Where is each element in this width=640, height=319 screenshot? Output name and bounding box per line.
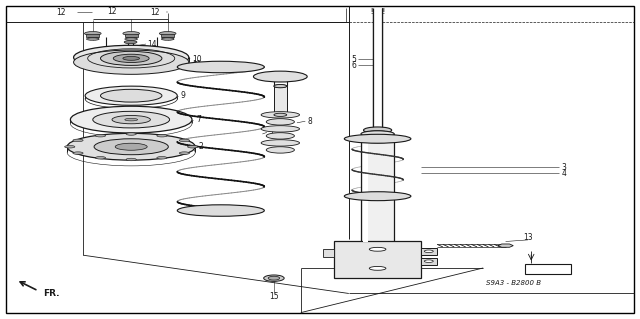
Ellipse shape	[261, 126, 300, 132]
Text: 11: 11	[192, 60, 202, 69]
Ellipse shape	[424, 250, 433, 253]
Ellipse shape	[188, 145, 198, 148]
Bar	[125, 34, 138, 37]
Ellipse shape	[65, 145, 75, 148]
Text: B-27: B-27	[536, 264, 560, 274]
Ellipse shape	[157, 134, 167, 137]
Bar	[421, 248, 437, 255]
Ellipse shape	[95, 157, 106, 159]
Text: 7: 7	[196, 115, 201, 124]
Ellipse shape	[266, 147, 294, 153]
Ellipse shape	[268, 276, 280, 280]
Ellipse shape	[67, 133, 195, 160]
Text: FR.: FR.	[43, 289, 60, 298]
Ellipse shape	[361, 131, 394, 137]
Ellipse shape	[364, 127, 392, 133]
Ellipse shape	[124, 41, 137, 44]
Bar	[363, 134, 368, 242]
Text: S9A3 - B2800 B: S9A3 - B2800 B	[486, 280, 541, 286]
Bar	[126, 37, 136, 39]
Ellipse shape	[344, 192, 411, 201]
Ellipse shape	[100, 89, 162, 102]
Ellipse shape	[73, 139, 83, 142]
Text: 10: 10	[192, 55, 202, 63]
Ellipse shape	[344, 134, 411, 143]
Text: 15: 15	[269, 292, 279, 300]
Bar	[373, 8, 382, 131]
Ellipse shape	[74, 50, 189, 74]
Text: 12: 12	[108, 7, 116, 16]
Ellipse shape	[112, 115, 150, 124]
Ellipse shape	[94, 139, 168, 155]
Ellipse shape	[179, 139, 189, 142]
Bar	[163, 37, 173, 39]
Text: 1: 1	[269, 128, 273, 137]
Ellipse shape	[93, 111, 170, 128]
Ellipse shape	[161, 38, 174, 41]
Ellipse shape	[159, 32, 176, 35]
Bar	[334, 241, 421, 278]
Text: 14: 14	[147, 40, 157, 48]
Ellipse shape	[85, 86, 177, 105]
Ellipse shape	[123, 32, 140, 35]
Text: 13: 13	[523, 233, 533, 242]
Ellipse shape	[274, 85, 287, 88]
Polygon shape	[498, 244, 513, 247]
Bar	[86, 34, 99, 37]
Bar	[161, 34, 174, 37]
Ellipse shape	[369, 247, 386, 251]
Bar	[323, 249, 334, 257]
Bar	[525, 264, 571, 274]
Ellipse shape	[361, 138, 394, 143]
Ellipse shape	[125, 38, 138, 41]
Ellipse shape	[84, 32, 101, 35]
Text: 5: 5	[351, 55, 356, 63]
Ellipse shape	[70, 106, 192, 133]
Bar	[274, 86, 287, 115]
Ellipse shape	[74, 45, 189, 70]
Ellipse shape	[261, 140, 300, 146]
Ellipse shape	[126, 158, 136, 161]
Ellipse shape	[264, 275, 284, 281]
Ellipse shape	[266, 119, 294, 125]
Text: 4: 4	[561, 169, 566, 178]
Text: 2: 2	[198, 142, 203, 151]
Ellipse shape	[126, 133, 136, 135]
Text: 9: 9	[180, 91, 186, 100]
Ellipse shape	[266, 133, 294, 139]
Ellipse shape	[177, 61, 264, 73]
Ellipse shape	[261, 112, 300, 118]
Ellipse shape	[369, 266, 386, 270]
Bar	[88, 37, 98, 39]
Ellipse shape	[274, 85, 287, 88]
Ellipse shape	[366, 131, 389, 136]
Text: 6: 6	[351, 61, 356, 70]
Ellipse shape	[73, 152, 83, 154]
Ellipse shape	[123, 56, 140, 60]
Ellipse shape	[179, 152, 189, 154]
Ellipse shape	[274, 113, 287, 116]
Ellipse shape	[125, 118, 138, 121]
Ellipse shape	[113, 54, 149, 63]
Text: 3: 3	[561, 163, 566, 172]
Ellipse shape	[122, 46, 139, 50]
Text: 8: 8	[307, 117, 312, 126]
Text: 12: 12	[56, 8, 66, 17]
Ellipse shape	[157, 157, 167, 159]
Ellipse shape	[115, 143, 147, 150]
Bar	[421, 258, 437, 265]
Ellipse shape	[253, 71, 307, 82]
Ellipse shape	[86, 38, 99, 41]
Ellipse shape	[177, 205, 264, 216]
Ellipse shape	[100, 51, 162, 65]
Bar	[361, 134, 394, 242]
Text: 12: 12	[150, 8, 160, 17]
Ellipse shape	[95, 134, 106, 137]
Ellipse shape	[424, 260, 433, 263]
